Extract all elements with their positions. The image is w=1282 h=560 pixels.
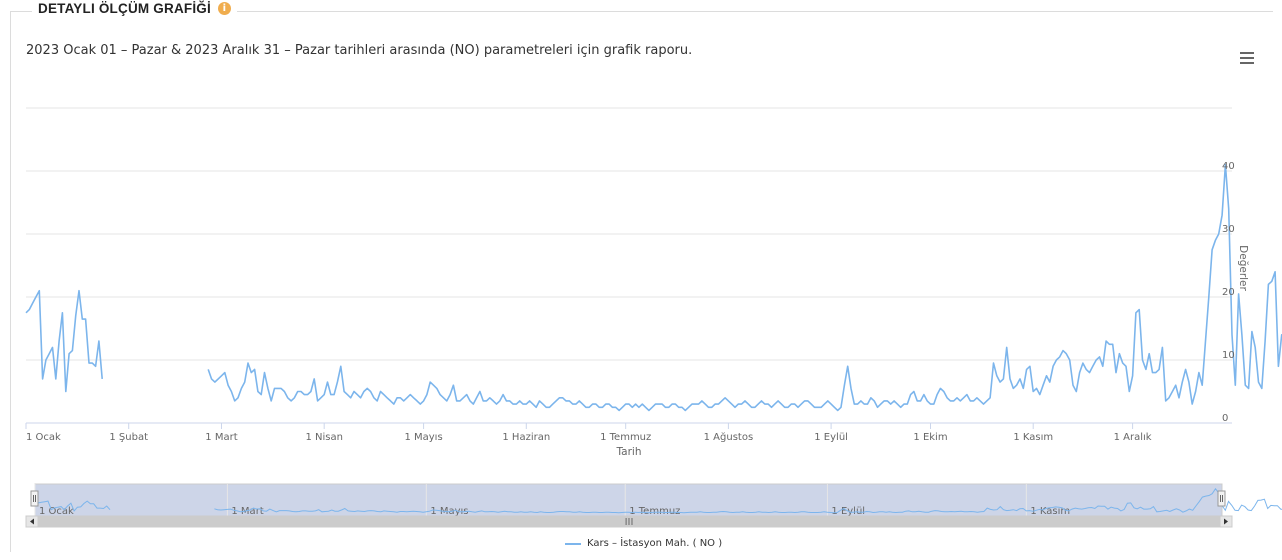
series-line [25,289,103,393]
y-tick-label: 30 [1222,224,1235,235]
y-tick-label: 40 [1222,161,1235,172]
x-tick-label: 1 Aralık [1114,432,1152,443]
navigator-mask [34,483,1223,517]
navigator-label: 1 Ocak [39,506,74,517]
x-axis-ticks: 1 Ocak 1 Şubat 1 Mart 1 Nisan 1 Mayıs 1 Hazir… [25,423,1152,443]
x-tick-label: 1 Kasım [1013,432,1053,443]
y-axis-title: Değerler [1237,245,1249,291]
x-tick-label: 1 Eylül [814,432,848,443]
scroll-left-arrow-icon [30,518,34,525]
range-navigator[interactable]: 1 Ocak 1 Mart 1 Mayıs 1 Temmuz 1 Eylül 1 Kası… [25,483,1282,528]
hamburger-menu-icon[interactable] [1240,52,1254,64]
navigator-label: 1 Temmuz [629,506,680,517]
legend-series-label: Kars – İstasyon Mah. ( NO ) [587,538,723,549]
navigator-right-handle [1217,490,1226,507]
y-tick-label: 20 [1222,287,1235,298]
scrollbar-grip: III [625,517,634,528]
x-tick-label: 1 Mart [205,432,237,443]
navigator-label: 1 Kasım [1030,506,1070,517]
x-tick-label: 1 Şubat [109,432,148,443]
scroll-right-arrow-icon [1224,518,1228,525]
chart-subtitle: 2023 Ocak 01 – Pazar & 2023 Aralık 31 – … [26,43,693,58]
x-tick-label: 1 Ekim [913,432,947,443]
x-tick-label: 1 Nisan [305,432,342,443]
x-tick-label: 1 Mayıs [404,432,442,443]
panel-header: DETAYLI ÖLÇÜM GRAFİĞİ i [32,1,237,16]
panel-frame [10,11,1273,552]
navigator-label: 1 Mart [231,506,263,517]
navigator-left-handle [30,490,39,507]
plot-series [25,163,1282,412]
navigator-series-line [214,487,1282,514]
x-axis-title: Tarih [616,446,642,458]
x-tick-label: 1 Ağustos [704,431,754,443]
panel-title: DETAYLI ÖLÇÜM GRAFİĞİ [38,1,211,16]
y-tick-label: 0 [1222,413,1228,424]
y-axis-ticks: 0 10 20 30 40 [1222,161,1235,424]
y-tick-label: 10 [1222,350,1235,361]
legend-swatch [565,542,581,545]
x-tick-label: 1 Ocak [26,432,61,443]
grid-lines [26,107,1232,424]
navigator-series-line [34,500,111,512]
x-tick-label: 1 Temmuz [600,432,651,443]
info-circle-icon[interactable]: i [217,2,231,15]
x-tick-label: 1 Haziran [502,432,550,443]
chart-legend[interactable]: Kars – İstasyon Mah. ( NO ) [565,538,722,549]
series-line [207,163,1282,412]
